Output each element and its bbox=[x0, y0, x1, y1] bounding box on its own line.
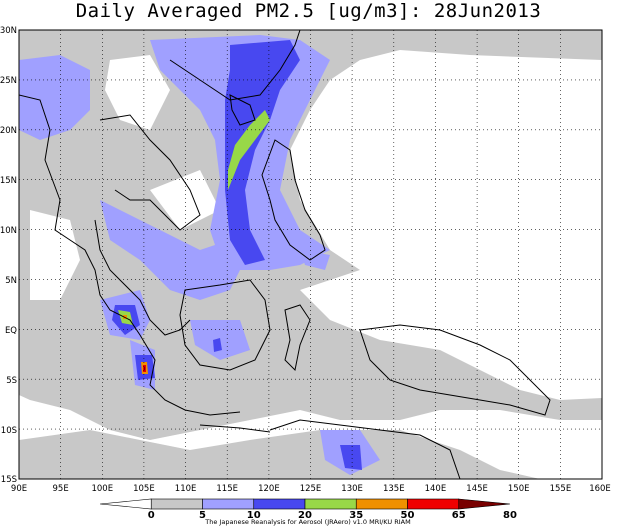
colorbar-label: 35 bbox=[349, 510, 363, 521]
lon-label: 95E bbox=[53, 484, 69, 494]
lon-label: 155E bbox=[550, 484, 572, 494]
colorbar-swatch bbox=[99, 498, 152, 510]
colorbar-swatch bbox=[304, 498, 357, 510]
lon-label: 130E bbox=[341, 484, 363, 494]
lat-lon-grid bbox=[19, 30, 602, 479]
pm-band-10-20 bbox=[19, 55, 90, 140]
colorbar-swatch bbox=[407, 498, 460, 510]
lat-label: 30N bbox=[0, 26, 17, 36]
lon-label: 125E bbox=[300, 484, 322, 494]
plot-frame bbox=[18, 29, 603, 480]
lon-label: 100E bbox=[91, 484, 113, 494]
colorbar-label: 80 bbox=[503, 510, 517, 521]
lon-label: 105E bbox=[133, 484, 155, 494]
lon-label: 150E bbox=[508, 484, 530, 494]
lat-label: 15N bbox=[0, 176, 17, 186]
colorbar: 0 5 10 20 35 50 65 80 bbox=[99, 498, 517, 521]
pm-band-20-35 bbox=[225, 40, 300, 265]
lat-label: 10N bbox=[0, 226, 17, 236]
lat-label: EQ bbox=[5, 326, 17, 336]
lat-label: 5S bbox=[6, 376, 17, 386]
latitude-labels: 30N 25N 20N 15N 10N 5N EQ 5S 10S 15S bbox=[0, 26, 17, 485]
colorbar-swatch bbox=[150, 498, 203, 510]
colorbar-swatch bbox=[458, 498, 511, 510]
colorbar-label: 0 bbox=[148, 510, 155, 521]
lon-label: 120E bbox=[258, 484, 280, 494]
lat-label: 10S bbox=[1, 426, 17, 436]
longitude-labels: 90E 95E 100E 105E 110E 115E 120E 125E 13… bbox=[11, 484, 611, 494]
lon-label: 145E bbox=[466, 484, 488, 494]
coastlines bbox=[19, 30, 551, 479]
lat-label: 5N bbox=[5, 276, 17, 286]
map-title: Daily Averaged PM2.5 [ug/m3]: 28Jun2013 bbox=[75, 0, 542, 22]
lon-label: 160E bbox=[589, 484, 611, 494]
lon-label: 135E bbox=[383, 484, 405, 494]
lat-label: 15S bbox=[1, 475, 17, 485]
colorbar-label: 10 bbox=[247, 510, 261, 521]
lon-label: 115E bbox=[216, 484, 238, 494]
colorbar-label: 65 bbox=[452, 510, 466, 521]
colorbar-swatch bbox=[202, 498, 255, 510]
lon-label: 140E bbox=[425, 484, 447, 494]
concentration-field bbox=[19, 30, 602, 479]
lon-label: 90E bbox=[11, 484, 27, 494]
colorbar-label: 50 bbox=[401, 510, 415, 521]
colorbar-label: 5 bbox=[199, 510, 206, 521]
credit-text: The Japanese Reanalysis for Aerosol (JRA… bbox=[204, 518, 410, 526]
colorbar-swatch bbox=[355, 498, 408, 510]
colorbar-label: 20 bbox=[298, 510, 312, 521]
lat-label: 20N bbox=[0, 126, 17, 136]
colorbar-swatch bbox=[253, 498, 306, 510]
lon-label: 110E bbox=[175, 484, 197, 494]
lat-label: 25N bbox=[0, 76, 17, 86]
